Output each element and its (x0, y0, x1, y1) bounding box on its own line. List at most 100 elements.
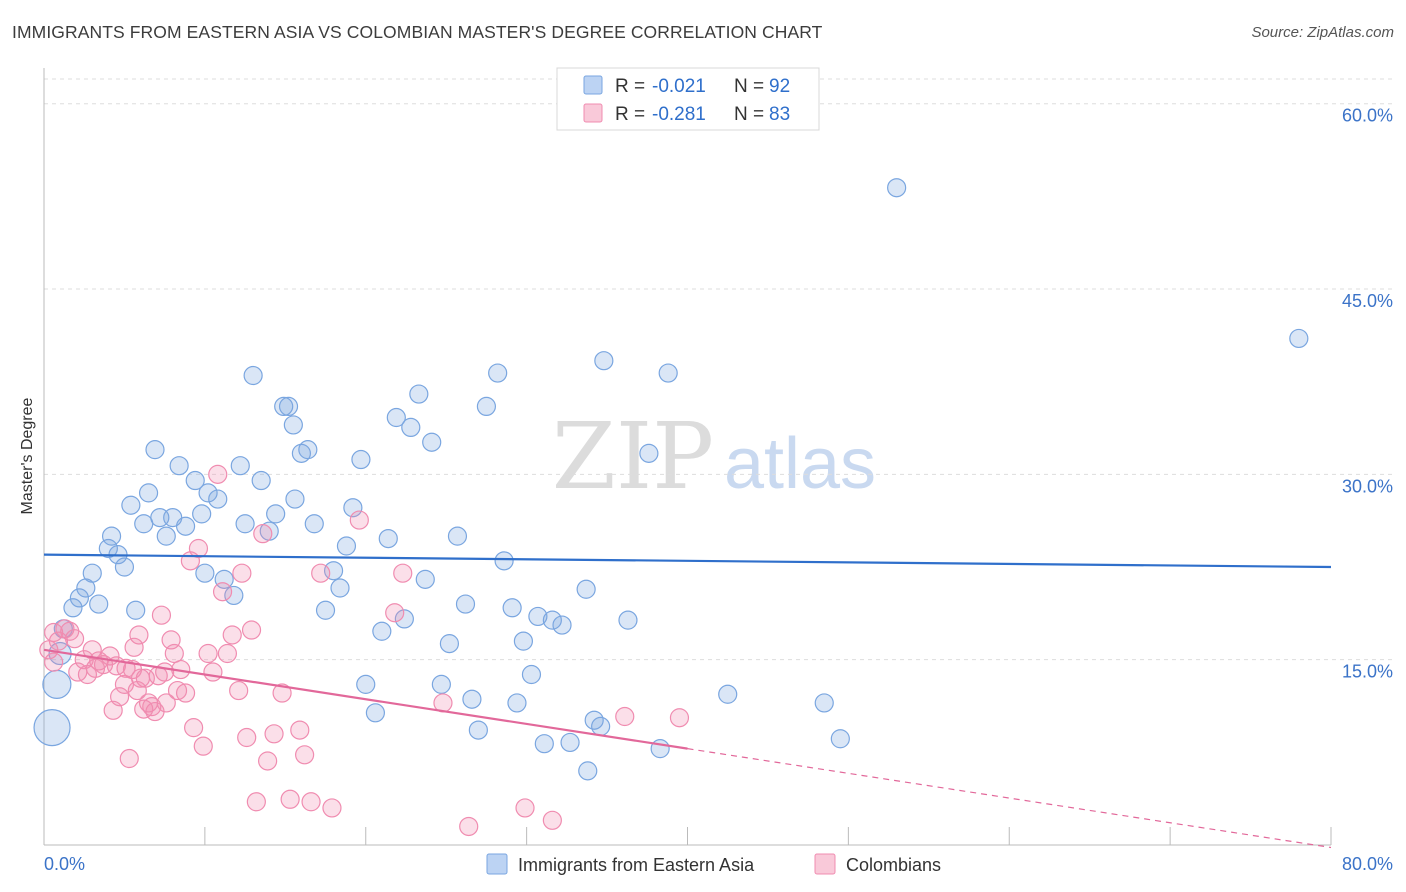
y-tick-label: 15.0% (1342, 662, 1393, 682)
point-eastern-asia (243, 365, 263, 386)
point-colombians (272, 683, 292, 703)
point-eastern-asia (476, 396, 497, 417)
legend-swatch-colombians (814, 853, 836, 875)
point-eastern-asia (33, 709, 71, 747)
point-eastern-asia (198, 483, 218, 503)
point-colombians (119, 748, 139, 769)
point-colombians (203, 662, 223, 682)
point-eastern-asia (298, 440, 318, 460)
point-colombians (175, 683, 196, 703)
point-eastern-asia (409, 384, 429, 404)
point-colombians (212, 582, 233, 602)
point-eastern-asia (42, 669, 72, 699)
point-eastern-asia (185, 470, 205, 491)
point-eastern-asia (378, 528, 398, 549)
point-eastern-asia (351, 449, 371, 470)
point-eastern-asia (650, 739, 670, 759)
point-colombians (349, 510, 369, 530)
point-colombians (198, 643, 218, 664)
y-tick-label: 60.0% (1342, 106, 1393, 126)
point-eastern-asia (169, 456, 189, 476)
point-colombians (253, 524, 273, 544)
point-colombians (124, 637, 144, 657)
legend-n-value: 83 (769, 104, 790, 125)
point-eastern-asia (468, 720, 488, 740)
point-eastern-asia (455, 594, 476, 614)
point-eastern-asia (534, 734, 554, 754)
point-eastern-asia (502, 598, 522, 618)
point-eastern-asia (285, 489, 305, 509)
point-colombians (193, 736, 213, 756)
axes: 15.0% 30.0% 45.0% 60.0% (43, 68, 1393, 846)
point-eastern-asia (175, 516, 196, 536)
point-colombians (222, 625, 242, 645)
point-eastern-asia (330, 578, 350, 598)
point-eastern-asia (658, 363, 678, 383)
point-colombians (280, 789, 300, 809)
point-colombians (237, 727, 257, 748)
point-eastern-asia (235, 514, 255, 534)
point-eastern-asia (230, 456, 250, 476)
point-colombians (615, 706, 635, 727)
point-eastern-asia (422, 432, 442, 452)
chart-title: IMMIGRANTS FROM EASTERN ASIA VS COLOMBIA… (12, 22, 823, 42)
point-eastern-asia (266, 504, 286, 524)
legend-r-value: -0.281 (652, 104, 706, 125)
point-eastern-asia (156, 526, 176, 546)
point-colombians (258, 751, 278, 771)
point-colombians (264, 724, 284, 744)
point-colombians (393, 563, 413, 583)
point-eastern-asia (830, 729, 850, 749)
point-eastern-asia (542, 610, 562, 630)
point-eastern-asia (513, 631, 534, 651)
legend-swatch-pink (583, 103, 603, 123)
x-tick-label: 0.0% (44, 854, 85, 874)
legend-r-label: R = (615, 76, 645, 97)
point-eastern-asia (1289, 328, 1309, 349)
point-colombians (44, 652, 64, 672)
point-colombians (232, 563, 252, 583)
x-tick-label: 80.0% (1342, 854, 1393, 874)
point-eastern-asia (195, 563, 215, 583)
point-colombians (82, 640, 102, 660)
watermark-zip: ZIP (552, 403, 714, 510)
point-eastern-asia (521, 664, 542, 685)
y-tick-label: 30.0% (1342, 476, 1393, 496)
trend-line-colombians-extension (687, 748, 1332, 849)
point-colombians (164, 643, 184, 664)
point-colombians (385, 603, 405, 623)
point-eastern-asia (447, 526, 468, 546)
point-eastern-asia (315, 600, 336, 620)
point-colombians (301, 792, 321, 812)
point-colombians (515, 798, 535, 818)
point-eastern-asia (214, 569, 234, 589)
points (33, 178, 1309, 837)
watermark-atlas: atlas (724, 424, 876, 504)
point-eastern-asia (278, 396, 299, 417)
point-eastern-asia (431, 674, 451, 694)
point-eastern-asia (494, 551, 514, 571)
point-colombians (44, 622, 64, 643)
legend-swatch-blue (583, 75, 603, 95)
trend-line-eastern-asia (43, 553, 1332, 569)
point-eastern-asia (356, 674, 376, 694)
point-eastern-asia (365, 703, 386, 723)
point-eastern-asia (89, 594, 109, 614)
point-colombians (184, 718, 204, 738)
point-eastern-asia (145, 440, 165, 460)
watermark: ZIP atlas (552, 403, 876, 510)
point-colombians (290, 720, 310, 740)
point-colombians (229, 680, 249, 701)
point-eastern-asia (718, 684, 738, 704)
point-colombians (167, 680, 188, 701)
trend-line-colombians (43, 648, 688, 750)
source-label: Source: ZipAtlas.com (1251, 24, 1394, 41)
point-colombians (217, 643, 237, 664)
point-eastern-asia (114, 557, 135, 577)
point-eastern-asia (401, 417, 421, 438)
point-eastern-asia (528, 606, 548, 627)
point-eastern-asia (343, 498, 363, 518)
point-colombians (241, 620, 262, 640)
legend-r-label: R = (615, 104, 645, 125)
